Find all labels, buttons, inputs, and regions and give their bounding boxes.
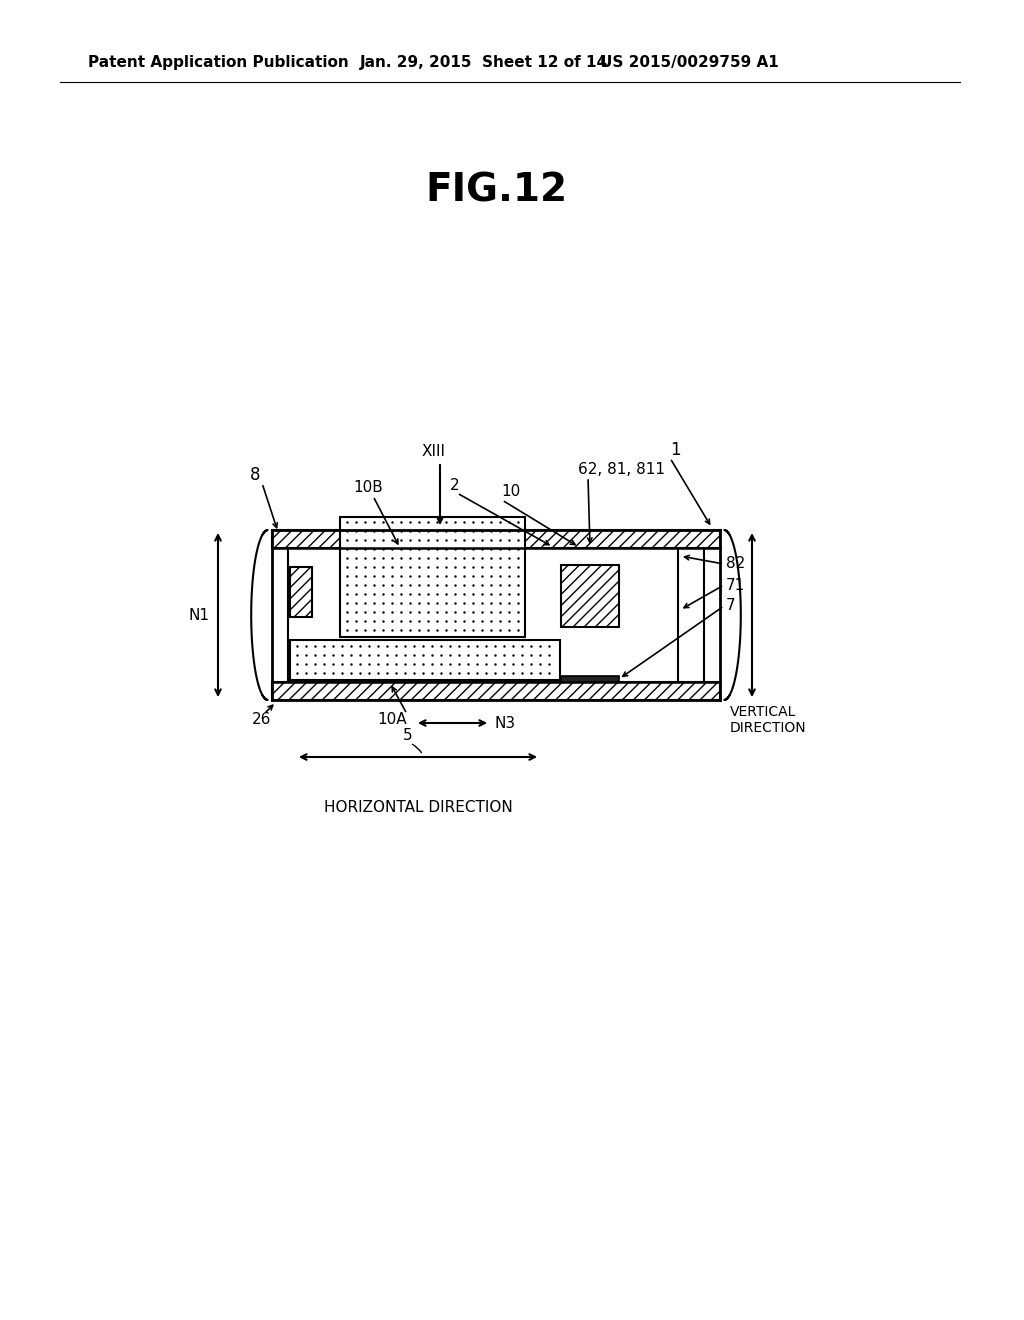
Text: 7: 7 [726, 598, 735, 614]
Bar [272, 682, 720, 700]
Text: 5: 5 [403, 729, 413, 743]
Text: VERTICAL: VERTICAL [730, 705, 797, 719]
Text: HORIZONTAL DIRECTION: HORIZONTAL DIRECTION [324, 800, 512, 814]
Text: 62, 81, 811: 62, 81, 811 [578, 462, 665, 477]
Text: 10: 10 [501, 484, 520, 499]
Text: 26: 26 [252, 713, 271, 727]
Bar [290, 568, 312, 616]
Text: 1: 1 [670, 441, 681, 459]
Text: FIG.12: FIG.12 [425, 172, 567, 209]
Text: XIII: XIII [422, 445, 446, 459]
Text: 8: 8 [250, 466, 260, 484]
Text: N3: N3 [494, 715, 515, 730]
Text: US 2015/0029759 A1: US 2015/0029759 A1 [600, 54, 778, 70]
Text: Jan. 29, 2015  Sheet 12 of 14: Jan. 29, 2015 Sheet 12 of 14 [360, 54, 608, 70]
Bar [340, 517, 525, 638]
Bar [290, 640, 560, 680]
Text: 71: 71 [726, 578, 745, 593]
Text: N1: N1 [189, 607, 210, 623]
Bar [561, 676, 618, 682]
Text: 10A: 10A [378, 713, 407, 727]
Text: 82: 82 [726, 557, 745, 572]
Text: 2: 2 [451, 478, 460, 492]
Bar [288, 548, 705, 682]
Text: DIRECTION: DIRECTION [730, 721, 807, 735]
Bar [561, 565, 618, 627]
Bar [272, 531, 720, 548]
Text: Patent Application Publication: Patent Application Publication [88, 54, 349, 70]
Text: 10B: 10B [353, 480, 383, 495]
